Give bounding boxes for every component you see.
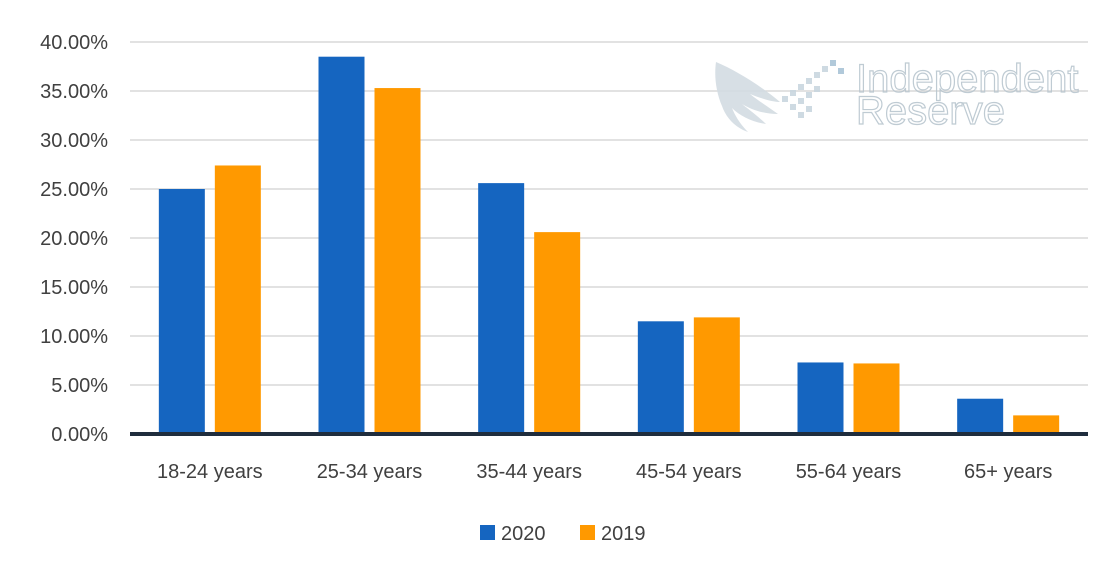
eagle-wing-icon (715, 62, 780, 132)
y-axis-ticks: 0.00% 5.00% 10.00% 15.00% 20.00% 25.00% 30.00%… (40, 32, 108, 446)
category-label: 55-64 years (796, 461, 902, 483)
y-tick-label: 20.00% (40, 228, 108, 250)
bar-2019-25-34-years (374, 88, 421, 434)
category-label: 25-34 years (317, 461, 423, 483)
category-label: 35-44 years (476, 461, 582, 483)
category-label: 45-54 years (636, 461, 742, 483)
bars (158, 56, 1060, 435)
category-label: 18-24 years (157, 461, 263, 483)
legend: 2020 2019 (480, 523, 646, 545)
legend-swatch-2020 (480, 525, 495, 540)
y-tick-label: 40.00% (40, 32, 108, 54)
y-tick-label: 25.00% (40, 179, 108, 201)
y-tick-label: 5.00% (51, 375, 108, 397)
bar-2019-55-64-years (853, 363, 900, 434)
y-tick-label: 35.00% (40, 81, 108, 103)
bar-2020-45-54-years (637, 321, 684, 434)
legend-label-2020: 2020 (501, 523, 546, 545)
watermark-logo: Independent Reserve (715, 56, 1079, 134)
bar-2020-55-64-years (797, 362, 844, 434)
y-tick-label: 15.00% (40, 277, 108, 299)
gridlines (130, 41, 1088, 386)
bar-2019-18-24-years (214, 165, 261, 435)
category-label: 65+ years (964, 461, 1052, 483)
watermark-line-2: Reserve (856, 89, 1005, 133)
bar-2020-25-34-years (318, 56, 365, 434)
bar-2019-65-years (1013, 415, 1060, 434)
bar-2019-35-44-years (534, 232, 581, 434)
bar-2019-45-54-years (693, 317, 740, 434)
legend-label-2019: 2019 (601, 523, 646, 545)
watermark-line-1: Independent (856, 57, 1078, 101)
bar-2020-65-years (957, 398, 1004, 434)
legend-swatch-2019 (580, 525, 595, 540)
y-tick-label: 30.00% (40, 130, 108, 152)
y-tick-label: 0.00% (51, 424, 108, 446)
category-labels: 18-24 years 25-34 years 35-44 years 45-54 y… (157, 461, 1052, 483)
y-tick-label: 10.00% (40, 326, 108, 348)
bar-2020-18-24-years (158, 189, 205, 434)
pixel-mosaic-icon (782, 60, 844, 118)
bar-2020-35-44-years (478, 183, 525, 434)
